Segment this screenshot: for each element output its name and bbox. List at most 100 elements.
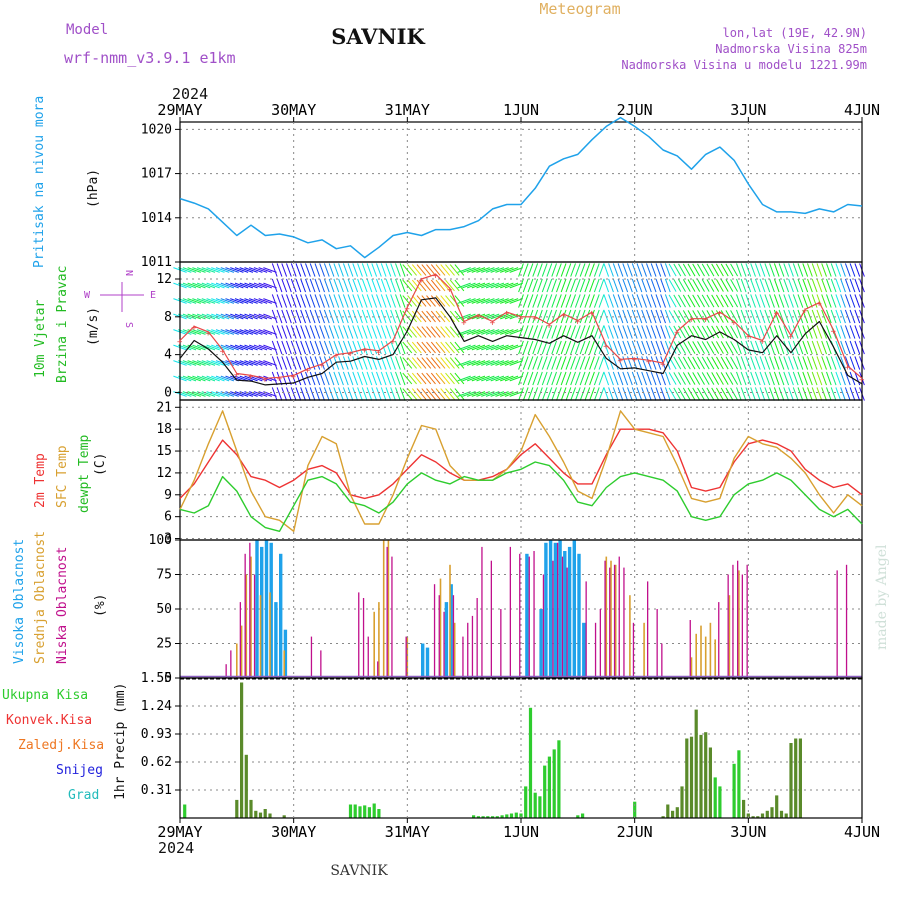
wind-arrow [476,329,490,335]
wind-panel: 0 4 8 12 + + + + + + + + + + + + + + + + + + + + + + + + + + + + + + + + + + +… [156,261,865,401]
wind-arrow [811,263,818,277]
precip-legend-strat: Zaledj.Kisa [18,738,104,753]
wind-arrow [612,325,619,339]
wind-arrow [792,309,799,324]
wind-arrow [750,371,756,386]
wind-arrow [215,344,230,351]
model-elevation: Nadmorska Visina u modelu 1221.99m [621,58,867,72]
wind-arrow [636,278,643,293]
wind-arrow [673,387,682,401]
wind-arrow [844,294,851,308]
wind-arrow [687,387,696,401]
wind-arrow [692,325,701,339]
high-cloud-bar [577,553,581,678]
low-cloud-bar [689,620,691,678]
precip-bar [528,707,533,818]
wind-arrow [319,278,325,293]
wind-arrow [835,356,842,370]
wind-arrow [518,325,524,339]
wind-arrow [342,340,349,355]
wind-arrow [636,309,643,324]
precip-bar [505,814,509,818]
low-cloud-bar [746,564,748,678]
low-cloud-bar [433,584,436,678]
wind-arrow [754,294,761,308]
wind-arrow [182,329,197,335]
precip-bar [367,807,371,818]
wind-arrow [641,340,647,355]
wind-arrow [352,325,359,339]
precip-bar [666,804,670,818]
wind-arrow [720,279,729,292]
wind-arrow [411,341,422,354]
wind-arrow [407,279,417,292]
precip-bar [509,813,514,818]
wind-arrow [769,278,775,293]
wind-arrow [641,309,647,324]
wind-arrow [471,360,486,366]
wind-arrow [380,263,387,277]
gust-marker: + [262,375,268,385]
wind-arrow [750,278,756,293]
gust-marker: + [447,285,453,295]
wind-arrow [230,344,244,351]
wind-arrow [376,278,382,293]
wind-arrow [574,278,581,293]
wind-arrow [687,356,696,370]
wind-arrow [706,294,715,308]
wind-arrow [608,325,614,339]
wind-arrow [220,329,235,335]
wind-arrow [664,294,671,308]
wind-arrow [678,263,686,277]
wind-arrow [385,340,392,355]
wind-arrow [701,387,710,401]
wind-arrow [462,344,476,351]
cloud-side-title-3: Niska Oblacnost [55,547,70,664]
wind-arrow [449,295,460,307]
wind-arrow [579,263,586,277]
high-cloud-bar [269,542,273,678]
high-cloud-bar [548,540,553,678]
wind-arrow [196,267,211,273]
wind-arrow [500,313,514,320]
wind-arrow [673,263,682,277]
wind-arrow [546,309,553,324]
low-cloud-bar [737,560,739,678]
y-tick-label: 15 [156,444,172,459]
wind-arrow [546,371,553,386]
wind-arrow [537,278,543,293]
precip-bar [760,813,765,818]
wind-arrow [328,371,335,386]
wind-arrow [715,356,724,370]
wind-arrow [206,313,220,320]
wind-arrow [225,344,239,351]
wind-arrow [440,295,451,307]
wind-arrow [826,356,832,370]
high-cloud-bar [572,540,576,678]
wind-arrow [366,340,373,355]
wind-arrow [617,294,624,308]
wind-arrow [603,294,610,308]
wind-arrow [276,263,283,277]
temp-side-title-2: SFC Temp [55,445,70,508]
dir-legend-s: S [123,322,134,328]
wind-arrow [527,356,534,370]
wind-arrow [522,371,529,386]
wind-arrow [854,309,861,324]
wind-arrow [286,325,292,339]
wind-arrow [725,341,734,354]
low-cloud-bar [845,564,848,678]
wind-arrow [854,387,861,401]
wind-arrow [715,310,724,323]
wind-arrow [395,356,401,370]
wind-arrow [844,325,851,339]
wind-arrow [295,325,302,339]
wind-arrow [673,372,682,385]
wind-arrow [295,356,302,370]
gust-marker: + [276,374,282,384]
wind-arrow [258,344,272,351]
wind-arrow [319,325,325,339]
wind-arrow [271,294,278,308]
wind-arrow [342,309,349,324]
gust-marker: + [362,346,368,356]
